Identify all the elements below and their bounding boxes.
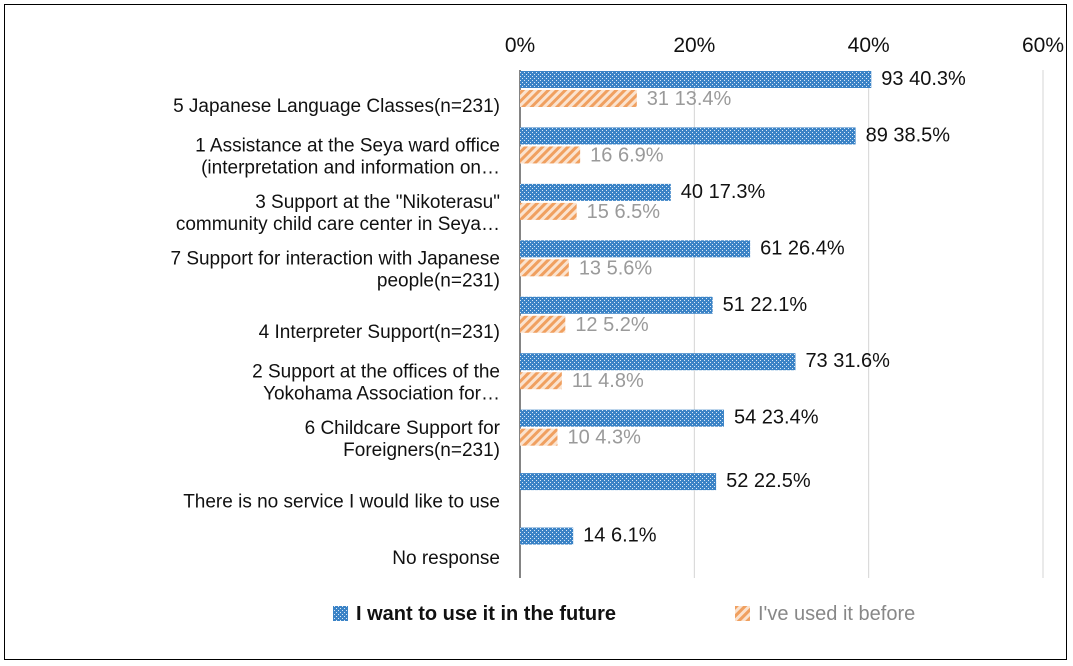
x-tick-label: 20% [673, 34, 715, 57]
bar-used-before [520, 259, 569, 277]
bar-future [520, 71, 872, 88]
category-label: Foreigners(n=231) [343, 440, 500, 461]
x-tick-label: 0% [505, 34, 535, 57]
legend-label-future: I want to use it in the future [356, 603, 616, 625]
bar-used-before [520, 90, 637, 107]
category-label: community child care center in Seya… [176, 214, 500, 235]
data-label-future: 61 26.4% [760, 237, 845, 259]
category-label: 2 Support at the offices of the [252, 361, 500, 382]
category-label: 4 Interpreter Support(n=231) [259, 322, 500, 343]
data-label-future: 40 17.3% [681, 181, 766, 203]
bar-future [520, 127, 856, 145]
bar-future [520, 353, 796, 371]
category-label: 5 Japanese Language Classes(n=231) [173, 96, 500, 117]
data-label-future: 52 22.5% [726, 470, 811, 492]
bar-used-before [520, 372, 562, 390]
data-label-used-before: 13 5.6% [579, 257, 653, 279]
data-label-future: 54 23.4% [734, 407, 819, 429]
bar-used-before [520, 146, 581, 164]
bar-future [520, 183, 671, 201]
data-label-future: 51 22.1% [723, 294, 808, 316]
legend-swatch-used-before [735, 606, 750, 621]
data-label-future: 89 38.5% [866, 124, 951, 146]
x-tick-label: 40% [848, 34, 890, 57]
data-label-future: 14 6.1% [583, 525, 657, 547]
category-label: There is no service I would like to use [183, 491, 500, 512]
legend-swatch-future [333, 606, 348, 621]
data-label-used-before: 10 4.3% [567, 427, 641, 449]
x-tick-label: 60% [1022, 34, 1064, 57]
data-label-future: 93 40.3% [881, 68, 966, 90]
data-label-used-before: 15 6.5% [587, 201, 661, 223]
data-label-future: 73 31.6% [805, 350, 890, 372]
bar-future [520, 296, 713, 314]
data-label-used-before: 31 13.4% [647, 88, 732, 110]
bar-future [520, 409, 724, 427]
bar-used-before [520, 202, 577, 220]
category-label: Yokohama Association for… [263, 383, 500, 404]
bar-future [520, 473, 717, 491]
bar-used-before [520, 428, 558, 446]
category-label: 3 Support at the "Nikoterasu" [255, 192, 500, 213]
legend-label-used-before: I've used it before [758, 603, 915, 625]
category-label: 6 Childcare Support for [305, 418, 501, 439]
category-label: 1 Assistance at the Seya ward office [195, 136, 500, 157]
category-label: people(n=231) [377, 271, 500, 292]
bar-future [520, 527, 574, 545]
category-label: No response [392, 548, 500, 569]
data-label-used-before: 11 4.8% [572, 370, 644, 392]
bar-used-before [520, 315, 566, 333]
category-label: 7 Support for interaction with Japanese [170, 249, 500, 270]
data-label-used-before: 12 5.2% [575, 314, 649, 336]
category-label: (interpretation and information on… [201, 158, 500, 179]
bar-future [520, 240, 751, 258]
data-label-used-before: 16 6.9% [590, 144, 664, 166]
